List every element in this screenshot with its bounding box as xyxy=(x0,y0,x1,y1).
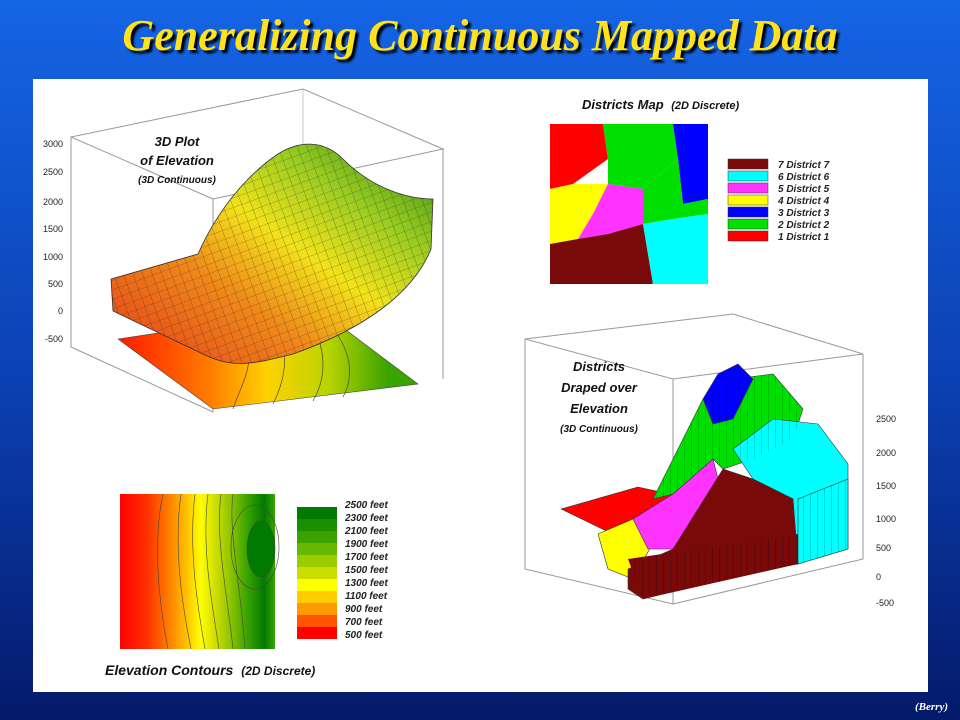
districts-legend: 7 District 7 6 District 6 5 District 5 4… xyxy=(727,158,830,243)
district-legend-label: 1 District 1 xyxy=(778,232,830,243)
axis-tick: 1500 xyxy=(876,481,896,491)
axis-tick: 1000 xyxy=(876,514,896,524)
plot3d-label-sub: (3D Continuous) xyxy=(138,175,216,186)
districts-map-title: Districts Map xyxy=(582,97,664,112)
content-panel: 3000 2500 2000 1500 1000 500 0 -500 3D P… xyxy=(33,79,928,692)
elevation-axis: 3000 2500 2000 1500 1000 500 0 -500 xyxy=(43,139,63,344)
district-legend-label: 3 District 3 xyxy=(778,208,830,219)
district-legend-label: 6 District 6 xyxy=(778,172,830,183)
district-legend-label: 5 District 5 xyxy=(778,184,830,195)
axis-tick: 500 xyxy=(876,543,891,553)
axis-tick: 2000 xyxy=(876,448,896,458)
district-legend-label: 2 District 2 xyxy=(777,220,830,231)
draped-label-line1: Districts xyxy=(573,359,625,374)
draped-label-line2: Draped over xyxy=(561,380,638,395)
contour-legend-label: 1700 feet xyxy=(345,552,388,563)
contour-legend-label: 700 feet xyxy=(345,617,383,628)
contour-legend-label: 2100 feet xyxy=(344,526,388,537)
slide-title: Generalizing Continuous Mapped Data xyxy=(122,11,838,60)
contour-legend-label: 1100 feet xyxy=(345,591,388,602)
plot3d-label-line1: 3D Plot xyxy=(155,134,200,149)
contour-map-image xyxy=(120,493,280,650)
elevation-3d-plot: 3000 2500 2000 1500 1000 500 0 -500 3D P… xyxy=(43,88,445,413)
district-legend-label: 4 District 4 xyxy=(777,196,830,207)
contour-legend-label: 500 feet xyxy=(345,630,383,641)
contours-title: Elevation Contours xyxy=(105,662,234,678)
axis-tick: -500 xyxy=(876,598,894,608)
axis-tick: 0 xyxy=(58,306,63,316)
svg-text:Districts Map (2D Discre: Districts Map (2D Discrete) xyxy=(582,97,739,112)
draped-label-line3: Elevation xyxy=(570,401,628,416)
axis-tick: 3000 xyxy=(43,139,63,149)
axis-tick: 0 xyxy=(876,572,881,582)
contour-legend-label: 900 feet xyxy=(345,604,383,615)
draped-axis: 2500 2000 1500 1000 500 0 -500 xyxy=(876,414,896,608)
contour-legend: 2500 feet 2300 feet 2100 feet 1900 feet … xyxy=(297,500,388,641)
elevation-contours: 2500 feet 2300 feet 2100 feet 1900 feet … xyxy=(105,493,388,678)
axis-tick: -500 xyxy=(45,334,63,344)
contours-subtitle: (2D Discrete) xyxy=(241,664,315,678)
districts-map: Districts Map (2D Discrete) 7 District 7… xyxy=(550,97,830,284)
axis-tick: 2500 xyxy=(43,167,63,177)
axis-tick: 1500 xyxy=(43,224,63,234)
contour-legend-label: 1900 feet xyxy=(345,539,388,550)
contour-legend-label: 1500 feet xyxy=(345,565,388,576)
contour-legend-label: 2300 feet xyxy=(344,513,388,524)
plot3d-label-line2: of Elevation xyxy=(140,153,214,168)
axis-tick: 2500 xyxy=(876,414,896,424)
contour-legend-label: 1300 feet xyxy=(345,578,388,589)
axis-tick: 1000 xyxy=(43,252,63,262)
districts-map-image xyxy=(550,124,708,284)
svg-text:Elevation Contours (2D D: Elevation Contours (2D Discrete) xyxy=(105,662,315,678)
credit: (Berry) xyxy=(915,701,948,713)
axis-tick: 500 xyxy=(48,279,63,289)
draped-label-sub: (3D Continuous) xyxy=(560,424,638,435)
districts-map-subtitle: (2D Discrete) xyxy=(671,100,739,112)
axis-tick: 2000 xyxy=(43,197,63,207)
contour-legend-label: 2500 feet xyxy=(344,500,388,511)
district-legend-label: 7 District 7 xyxy=(778,160,830,171)
draped-3d-plot: 2500 2000 1500 1000 500 0 -500 Districts… xyxy=(524,313,896,608)
